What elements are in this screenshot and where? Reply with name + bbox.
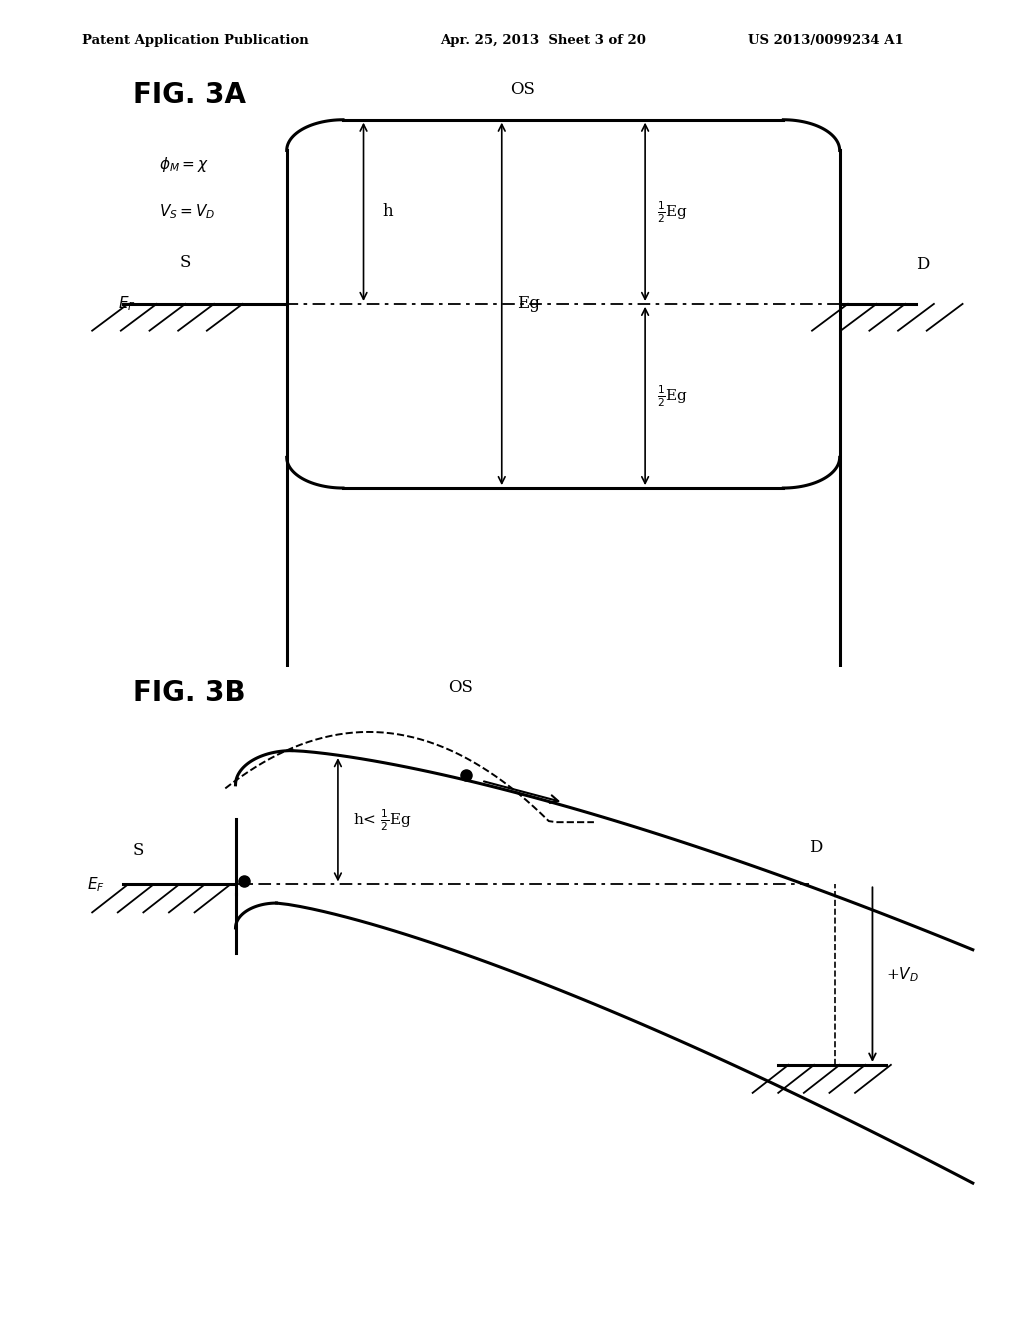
Text: Patent Application Publication: Patent Application Publication bbox=[82, 34, 308, 48]
Text: OS: OS bbox=[510, 81, 535, 98]
Text: D: D bbox=[809, 838, 822, 855]
Text: US 2013/0099234 A1: US 2013/0099234 A1 bbox=[748, 34, 903, 48]
Text: $\frac{1}{2}$Eg: $\frac{1}{2}$Eg bbox=[657, 383, 688, 409]
Text: $\frac{1}{2}$Eg: $\frac{1}{2}$Eg bbox=[657, 199, 688, 224]
Text: $V_S = V_D$: $V_S = V_D$ bbox=[159, 202, 215, 222]
Text: FIG. 3A: FIG. 3A bbox=[133, 81, 246, 108]
Text: D: D bbox=[916, 256, 930, 273]
Text: Apr. 25, 2013  Sheet 3 of 20: Apr. 25, 2013 Sheet 3 of 20 bbox=[440, 34, 646, 48]
Text: $E_F$: $E_F$ bbox=[118, 294, 135, 313]
Text: OS: OS bbox=[449, 678, 473, 696]
Text: +$V_D$: +$V_D$ bbox=[886, 965, 919, 983]
Text: $E_F$: $E_F$ bbox=[87, 875, 104, 894]
Text: Eg: Eg bbox=[517, 296, 540, 313]
Text: h: h bbox=[382, 203, 392, 220]
Text: S: S bbox=[179, 253, 190, 271]
Text: h< $\frac{1}{2}$Eg: h< $\frac{1}{2}$Eg bbox=[353, 807, 412, 833]
Text: S: S bbox=[133, 842, 144, 859]
Text: FIG. 3B: FIG. 3B bbox=[133, 678, 246, 708]
Text: $\phi_M = \chi$: $\phi_M = \chi$ bbox=[159, 154, 209, 174]
